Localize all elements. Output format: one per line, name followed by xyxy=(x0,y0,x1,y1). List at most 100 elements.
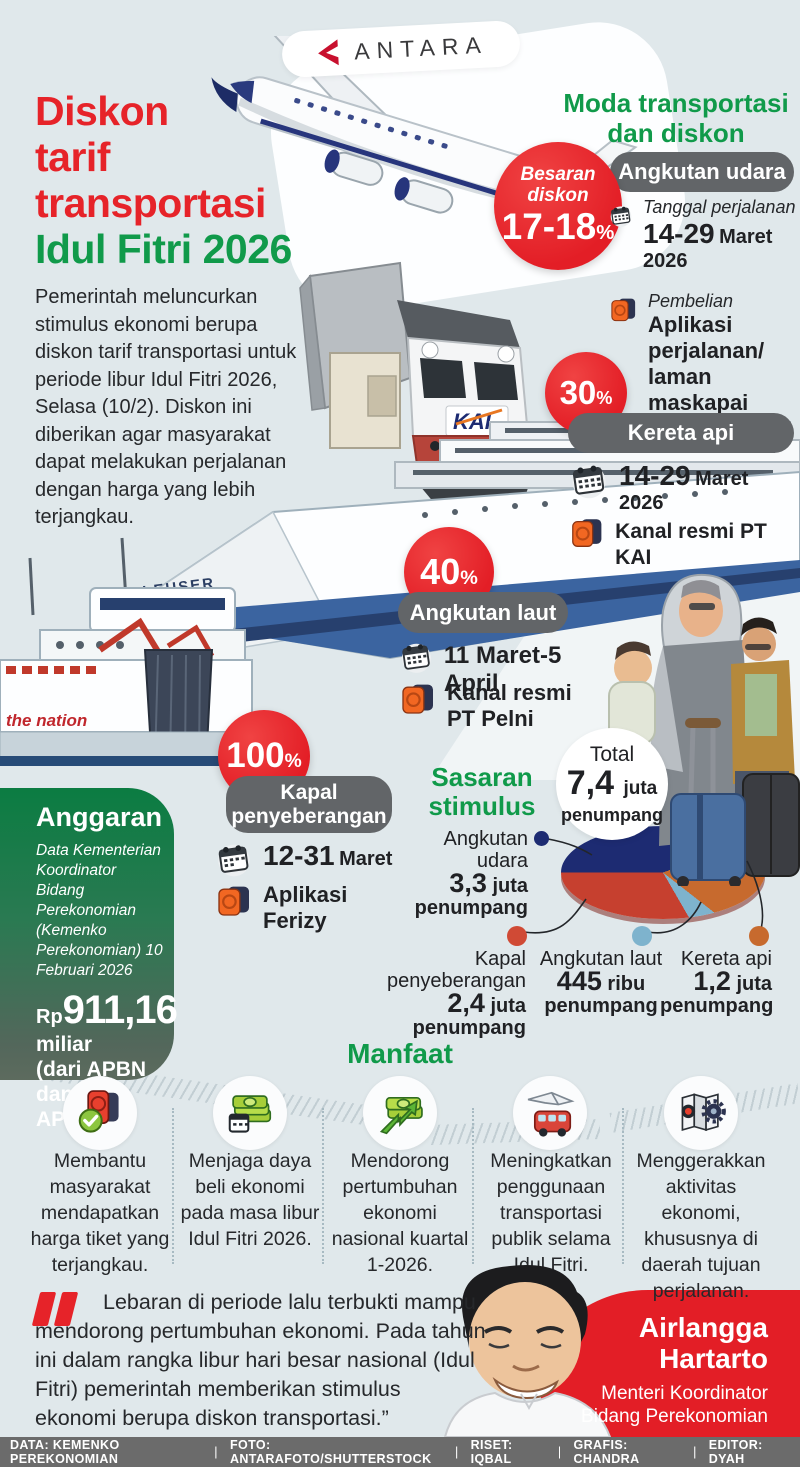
anggaran-source: Data Kementerian Koordinator Bidang Pere… xyxy=(36,842,163,979)
total-suffix: penumpang xyxy=(561,804,663,825)
speaker-role: Menteri Koordinator Bidang Perekonomian xyxy=(581,1383,768,1427)
penyeberangan-date-value: 12-31 Maret xyxy=(263,840,393,871)
manfaat-icon-circle xyxy=(664,1076,738,1150)
airlangga-portrait-illustration xyxy=(443,1265,612,1437)
app-icon xyxy=(218,886,249,916)
laut-date-value: 11 Maret-5 April xyxy=(443,642,562,697)
legend-dot-kereta xyxy=(749,926,769,946)
legend-dot-laut xyxy=(632,926,652,946)
ticket-check-icon xyxy=(78,1090,119,1133)
antara-logo: ANTARA xyxy=(280,19,522,79)
manfaat-item-4: Meningkatkan penggunaan transportasi pub… xyxy=(490,1150,612,1276)
footer-credits: DATA: KEMENKO PEREKONOMIAN | FOTO: ANTAR… xyxy=(0,1437,800,1467)
map-gear-icon xyxy=(681,1093,726,1131)
discount-value-udara: 17-18% xyxy=(501,206,615,247)
speaker-name: Airlangga Hartarto xyxy=(638,1312,768,1374)
footer-graphics-credit: GRAFIS: CHANDRA xyxy=(573,1438,640,1466)
kereta-date-row: 14-29 Maret 2026 xyxy=(568,458,798,515)
calendar-icon xyxy=(218,844,250,877)
discount-badge-udara: Besaran diskon 17-18% xyxy=(494,142,622,270)
legend-dot-penyeberangan xyxy=(507,926,527,946)
title-line-4: Idul Fitri 2026 xyxy=(35,226,292,272)
mode-pill-angkutan-udara: Angkutan udara xyxy=(610,152,794,192)
manfaat-item-3: Mendorong pertumbuhan ekonomi nasional k… xyxy=(331,1150,469,1276)
manfaat-heading: Manfaat xyxy=(347,1038,453,1069)
penyeberangan-channel: Aplikasi Ferizy xyxy=(263,882,348,933)
intro-paragraph: Pemerintah meluncurkan stimulus ekonomi … xyxy=(35,286,297,528)
manfaat-separator xyxy=(622,1108,624,1264)
penyeberangan-channel-row: Aplikasi Ferizy xyxy=(214,880,404,934)
antara-logo-text: ANTARA xyxy=(353,30,489,64)
footer-editor-credit: EDITOR: DYAH xyxy=(708,1438,763,1466)
calendar-icon xyxy=(572,465,606,499)
total-value: 7,4 juta xyxy=(566,763,658,802)
kereta-date-value: 14-29 Maret 2026 xyxy=(619,460,749,514)
udara-channel-row: Pembelian Aplikasi perjalanan/ laman mas… xyxy=(608,288,798,416)
app-icon xyxy=(402,684,433,714)
pie-connector-lines xyxy=(523,838,764,934)
manfaat-item-2: Menjaga daya beli ekonomi pada masa libu… xyxy=(180,1150,320,1250)
total-label: Total xyxy=(589,742,635,766)
manfaat-separator xyxy=(322,1108,324,1264)
manfaat-icon-circle xyxy=(363,1076,437,1150)
udara-channel: Aplikasi perjalanan/ laman maskapai xyxy=(648,312,765,415)
plane-bus-icon xyxy=(527,1091,575,1137)
manfaat-item-1: Membantu masyarakat mendapatkan harga ti… xyxy=(30,1150,170,1276)
quote-text: Lebaran di periode lalu terbukti mampu m… xyxy=(35,1290,486,1430)
antara-logo-icon xyxy=(318,39,339,66)
discount-value-laut: 40% xyxy=(420,551,478,592)
manfaat-item-5: Menggerakkan aktivitas ekonomi, khususny… xyxy=(636,1150,766,1302)
manfaat-icon-circle xyxy=(63,1076,137,1150)
udara-date-row: Tanggal perjalanan 14-29 Maret 2026 xyxy=(608,194,798,273)
footer-photo-credit: FOTO: ANTARAFOTO/SHUTTERSTOCK xyxy=(229,1438,432,1466)
laut-channel-row: Kanal resmi PT Pelni xyxy=(398,678,588,732)
title-line-3: transportasi xyxy=(35,180,266,226)
title-line-1: Diskon xyxy=(35,88,169,134)
mode-pill-kereta-api: Kereta api xyxy=(568,413,794,453)
discount-value-penyeberangan: 100% xyxy=(226,736,302,775)
legend-dot-udara xyxy=(534,831,549,846)
udara-date-value: 14-29 Maret 2026 xyxy=(643,218,773,272)
manfaat-icon-circle xyxy=(213,1076,287,1150)
mode-pill-kapal-penyeberangan: Kapal penyeberangan xyxy=(226,776,392,833)
train-illustration: KAI xyxy=(299,261,543,528)
laut-channel: Kanal resmi PT Pelni xyxy=(447,680,572,731)
segment-label-udara: Angkutan udara 3,3 juta penumpang xyxy=(414,828,528,919)
money-growth-icon xyxy=(379,1096,423,1135)
app-icon xyxy=(572,519,602,547)
kereta-channel: Kanal resmi PT KAI xyxy=(615,520,767,569)
segment-label-laut: Angkutan laut 445 ribu penumpang xyxy=(539,948,663,1017)
page-title: Diskon tarif transportasi Idul Fitri 202… xyxy=(35,88,292,272)
calendar-icon xyxy=(401,643,432,673)
speaker-info: Airlangga Hartarto Menteri Koordinator Bi… xyxy=(528,1312,768,1428)
manfaat-separator xyxy=(172,1108,174,1264)
anggaran-unit: miliar xyxy=(36,1033,93,1056)
manfaat-separator xyxy=(472,1108,474,1264)
family-travelers-illustration xyxy=(608,573,800,886)
title-line-2: tarif xyxy=(35,134,110,180)
mode-pill-angkutan-laut: Angkutan laut xyxy=(398,592,568,633)
discount-value-kereta: 30% xyxy=(559,374,613,411)
udara-date-label: Tanggal perjalanan xyxy=(643,197,796,217)
ferry-slogan-text: the nation xyxy=(6,711,87,730)
anggaran-amount: Rp911,16 xyxy=(36,988,178,1032)
footer-data-credit: DATA: KEMENKO PEREKONOMIAN xyxy=(10,1438,120,1466)
modes-section-heading: Moda transportasi dan diskon xyxy=(563,88,789,148)
kereta-channel-row: Kanal resmi PT KAI xyxy=(568,512,800,571)
calendar-icon xyxy=(610,206,632,227)
sasaran-heading: Sasaran stimulus xyxy=(428,762,536,821)
manfaat-icon-circle xyxy=(513,1076,587,1150)
ferry-illustration: the nation xyxy=(0,537,258,766)
anggaran-heading: Anggaran xyxy=(36,802,163,832)
penyeberangan-date-row: 12-31 Maret xyxy=(214,838,414,878)
udara-buy-label: Pembelian xyxy=(648,291,734,311)
anggaran-panel: Anggaran Data Kementerian Koordinator Bi… xyxy=(0,788,178,1131)
airplane-illustration xyxy=(211,36,638,218)
app-icon xyxy=(611,298,636,322)
laut-date-row: 11 Maret-5 April xyxy=(398,636,608,698)
discount-badge-label: Besaran diskon xyxy=(520,164,596,206)
segment-label-kereta: Kereta api 1,2 juta penumpang xyxy=(660,948,774,1017)
total-circle: Total 7,4 juta penumpang xyxy=(556,728,668,840)
segment-label-penyeberangan: Kapal penyeberangan 2,4 juta penumpang xyxy=(386,948,526,1039)
